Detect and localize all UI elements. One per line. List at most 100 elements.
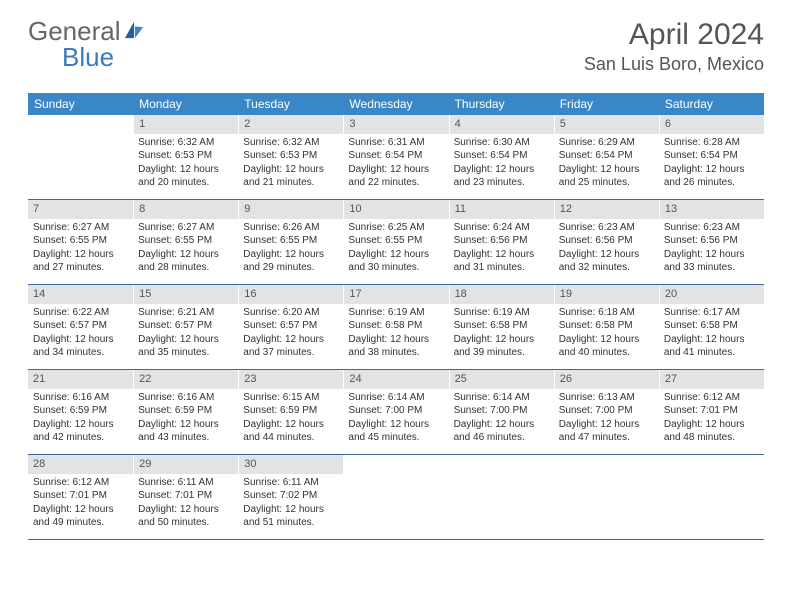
sun-info: Sunrise: 6:27 AMSunset: 6:55 PMDaylight:… (28, 221, 133, 275)
sunset-text: Sunset: 7:02 PM (243, 489, 338, 503)
sunset-text: Sunset: 6:54 PM (664, 149, 759, 163)
sun-info: Sunrise: 6:25 AMSunset: 6:55 PMDaylight:… (343, 221, 448, 275)
day-header-thu: Thursday (449, 93, 554, 115)
daylight-text: Daylight: 12 hours and 50 minutes. (138, 503, 233, 530)
date-number: 2 (238, 115, 343, 134)
date-number: 25 (449, 370, 554, 389)
sunset-text: Sunset: 7:00 PM (454, 404, 549, 418)
calendar-cell: 15Sunrise: 6:21 AMSunset: 6:57 PMDayligh… (133, 285, 238, 369)
date-number: 29 (133, 455, 238, 474)
sunrise-text: Sunrise: 6:15 AM (243, 391, 338, 405)
date-number: 20 (659, 285, 764, 304)
week-row: 21Sunrise: 6:16 AMSunset: 6:59 PMDayligh… (28, 370, 764, 455)
date-number: 13 (659, 200, 764, 219)
sunset-text: Sunset: 6:58 PM (348, 319, 443, 333)
sunset-text: Sunset: 6:58 PM (664, 319, 759, 333)
sunrise-text: Sunrise: 6:32 AM (243, 136, 338, 150)
page-header: GeneralBlue April 2024 San Luis Boro, Me… (0, 0, 792, 85)
sunset-text: Sunset: 6:57 PM (33, 319, 128, 333)
sunset-text: Sunset: 6:56 PM (559, 234, 654, 248)
calendar-cell: 17Sunrise: 6:19 AMSunset: 6:58 PMDayligh… (343, 285, 448, 369)
calendar-cell: 21Sunrise: 6:16 AMSunset: 6:59 PMDayligh… (28, 370, 133, 454)
calendar-grid: Sunday Monday Tuesday Wednesday Thursday… (28, 93, 764, 540)
daylight-text: Daylight: 12 hours and 45 minutes. (348, 418, 443, 445)
calendar-cell: 23Sunrise: 6:15 AMSunset: 6:59 PMDayligh… (238, 370, 343, 454)
calendar-cell: 30Sunrise: 6:11 AMSunset: 7:02 PMDayligh… (238, 455, 343, 539)
day-header-wed: Wednesday (343, 93, 448, 115)
day-header-row: Sunday Monday Tuesday Wednesday Thursday… (28, 93, 764, 115)
sun-info: Sunrise: 6:13 AMSunset: 7:00 PMDaylight:… (554, 391, 659, 445)
title-block: April 2024 San Luis Boro, Mexico (584, 18, 764, 75)
sun-info: Sunrise: 6:29 AMSunset: 6:54 PMDaylight:… (554, 136, 659, 190)
calendar-cell: 28Sunrise: 6:12 AMSunset: 7:01 PMDayligh… (28, 455, 133, 539)
daylight-text: Daylight: 12 hours and 25 minutes. (559, 163, 654, 190)
date-number: 4 (449, 115, 554, 134)
daylight-text: Daylight: 12 hours and 40 minutes. (559, 333, 654, 360)
logo-sail-icon (123, 18, 145, 44)
day-header-sun: Sunday (28, 93, 133, 115)
date-number: 21 (28, 370, 133, 389)
calendar-cell: 14Sunrise: 6:22 AMSunset: 6:57 PMDayligh… (28, 285, 133, 369)
sunrise-text: Sunrise: 6:29 AM (559, 136, 654, 150)
calendar-cell: 8Sunrise: 6:27 AMSunset: 6:55 PMDaylight… (133, 200, 238, 284)
sun-info: Sunrise: 6:30 AMSunset: 6:54 PMDaylight:… (449, 136, 554, 190)
calendar-cell: 29 Sunrise: 6:11 AMSunset: 7:01 PMDayligh… (133, 455, 238, 539)
date-number: 3 (343, 115, 448, 134)
daylight-text: Daylight: 12 hours and 38 minutes. (348, 333, 443, 360)
day-header-sat: Saturday (659, 93, 764, 115)
date-number: 1 (133, 115, 238, 134)
daylight-text: Daylight: 12 hours and 31 minutes. (454, 248, 549, 275)
calendar-cell (343, 455, 448, 539)
date-number: 24 (343, 370, 448, 389)
calendar-cell: 16Sunrise: 6:20 AMSunset: 6:57 PMDayligh… (238, 285, 343, 369)
daylight-text: Daylight: 12 hours and 41 minutes. (664, 333, 759, 360)
date-number: 7 (28, 200, 133, 219)
date-number: 22 (133, 370, 238, 389)
sunset-text: Sunset: 6:53 PM (138, 149, 233, 163)
daylight-text: Daylight: 12 hours and 44 minutes. (243, 418, 338, 445)
sunrise-text: Sunrise: 6:32 AM (138, 136, 233, 150)
sunrise-text: Sunrise: 6:24 AM (454, 221, 549, 235)
sunrise-text: Sunrise: 6:19 AM (454, 306, 549, 320)
date-number: 12 (554, 200, 659, 219)
daylight-text: Daylight: 12 hours and 23 minutes. (454, 163, 549, 190)
sunset-text: Sunset: 6:55 PM (243, 234, 338, 248)
daylight-text: Daylight: 12 hours and 35 minutes. (138, 333, 233, 360)
daylight-text: Daylight: 12 hours and 34 minutes. (33, 333, 128, 360)
date-number: 23 (238, 370, 343, 389)
daylight-text: Daylight: 12 hours and 33 minutes. (664, 248, 759, 275)
calendar-cell: 26Sunrise: 6:13 AMSunset: 7:00 PMDayligh… (554, 370, 659, 454)
sunrise-text: Sunrise: 6:22 AM (33, 306, 128, 320)
sun-info: Sunrise: 6:14 AMSunset: 7:00 PMDaylight:… (449, 391, 554, 445)
sunrise-text: Sunrise: 6:13 AM (559, 391, 654, 405)
calendar-cell: 19Sunrise: 6:18 AMSunset: 6:58 PMDayligh… (554, 285, 659, 369)
daylight-text: Daylight: 12 hours and 21 minutes. (243, 163, 338, 190)
sunrise-text: Sunrise: 6:21 AM (138, 306, 233, 320)
calendar-cell: 6Sunrise: 6:28 AMSunset: 6:54 PMDaylight… (659, 115, 764, 199)
week-row: 7 Sunrise: 6:27 AMSunset: 6:55 PMDaylight… (28, 200, 764, 285)
day-header-mon: Monday (133, 93, 238, 115)
calendar-cell (28, 115, 133, 199)
sunset-text: Sunset: 6:57 PM (138, 319, 233, 333)
sun-info: Sunrise: 6:20 AMSunset: 6:57 PMDaylight:… (238, 306, 343, 360)
date-number: 10 (343, 200, 448, 219)
sunrise-text: Sunrise: 6:17 AM (664, 306, 759, 320)
location-label: San Luis Boro, Mexico (584, 54, 764, 75)
sun-info: Sunrise: 6:19 AMSunset: 6:58 PMDaylight:… (449, 306, 554, 360)
daylight-text: Daylight: 12 hours and 32 minutes. (559, 248, 654, 275)
calendar-cell: 2Sunrise: 6:32 AMSunset: 6:53 PMDaylight… (238, 115, 343, 199)
sun-info: Sunrise: 6:11 AMSunset: 7:01 PMDaylight:… (133, 476, 238, 530)
daylight-text: Daylight: 12 hours and 42 minutes. (33, 418, 128, 445)
weeks-container: 1Sunrise: 6:32 AMSunset: 6:53 PMDaylight… (28, 115, 764, 540)
sunrise-text: Sunrise: 6:11 AM (243, 476, 338, 490)
date-number: 19 (554, 285, 659, 304)
calendar-cell: 25 Sunrise: 6:14 AMSunset: 7:00 PMDayligh… (449, 370, 554, 454)
sunrise-text: Sunrise: 6:28 AM (664, 136, 759, 150)
sun-info: Sunrise: 6:16 AMSunset: 6:59 PMDaylight:… (133, 391, 238, 445)
sunrise-text: Sunrise: 6:16 AM (138, 391, 233, 405)
sunrise-text: Sunrise: 6:19 AM (348, 306, 443, 320)
sun-info: Sunrise: 6:21 AMSunset: 6:57 PMDaylight:… (133, 306, 238, 360)
date-number: 6 (659, 115, 764, 134)
sunset-text: Sunset: 7:00 PM (559, 404, 654, 418)
sunrise-text: Sunrise: 6:18 AM (559, 306, 654, 320)
